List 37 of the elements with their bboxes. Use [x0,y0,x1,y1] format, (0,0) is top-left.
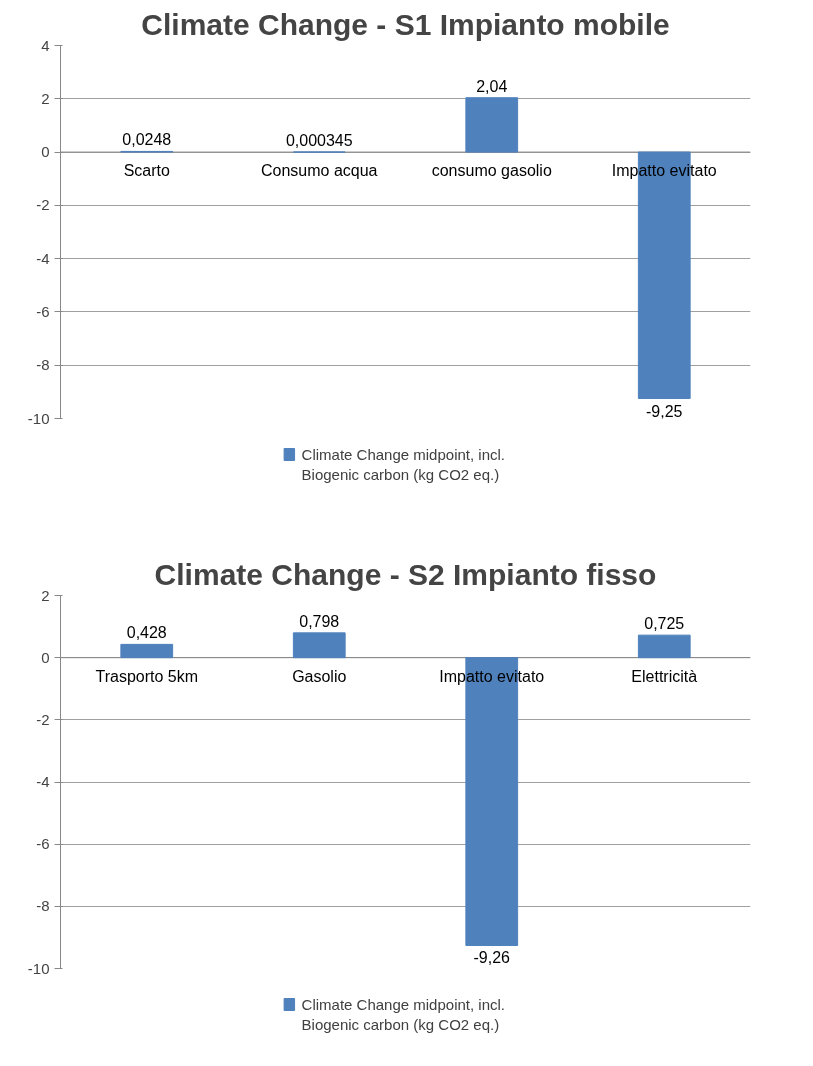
text: 0,798 [299,612,340,630]
y-tick-label: -2 [36,710,50,728]
y-tick-label: 2 [41,586,50,604]
x-tick-label: Consumo acqua [260,162,378,180]
y-tick-label: -2 [36,196,50,214]
text: 2,04 [476,77,508,95]
chart-title: Climate Change - S2 Impianto fisso [154,557,657,591]
bar [637,634,691,659]
bar [120,643,174,659]
legend-label: Climate Change midpoint, incl. Biogenic carbon (kg CO2 eq.) [301,445,505,484]
y-tick-label: -6 [36,835,50,853]
legend-label: Climate Change midpoint, incl. Biogenic carbon (kg CO2 eq.) [301,995,505,1034]
y-tick-label: 4 [41,36,50,54]
chart-title: Climate Change - S1 Impianto mobile [141,7,670,41]
text: 0,0248 [122,131,172,149]
text: 0,000345 [285,132,353,150]
y-tick-label: 0 [41,143,50,161]
y-tick-label: -10 [27,409,50,427]
y-tick-label: -10 [27,959,50,977]
y-tick-label: -4 [36,249,50,267]
y-tick-label: -8 [36,897,50,915]
text: -9,26 [473,949,510,967]
x-tick-label: consumo gasolio [431,162,552,180]
y-tick-label: 2 [41,89,50,107]
y-tick-label: 0 [41,648,50,666]
y-tick-label: -6 [36,302,50,320]
x-tick-label: Elettricità [631,667,698,685]
y-tick-label: -4 [36,773,50,790]
x-tick-label: Scarto [123,162,170,180]
bar [292,632,346,659]
text: -9,25 [646,402,683,420]
bar [465,97,519,153]
x-tick-label: Trasporto 5km [95,667,199,685]
y-tick-label: -8 [36,356,50,374]
text: 0,725 [644,615,685,633]
text: 0,428 [126,624,167,642]
x-tick-label: Gasolio [292,667,347,685]
